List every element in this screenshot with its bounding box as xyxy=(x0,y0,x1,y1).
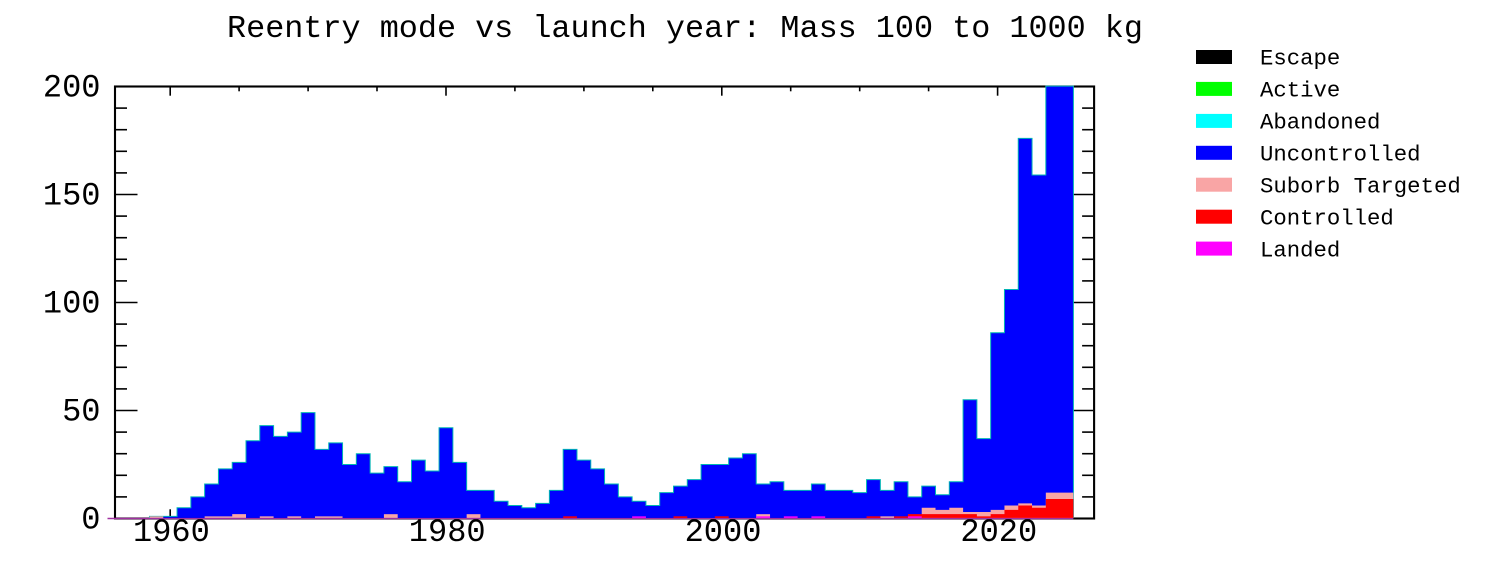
svg-text:Escape: Escape xyxy=(1260,46,1340,72)
svg-text:Reentry mode vs launch year: M: Reentry mode vs launch year: Mass 100 to… xyxy=(227,11,1143,47)
svg-text:Controlled: Controlled xyxy=(1260,205,1394,231)
svg-text:2000: 2000 xyxy=(685,514,762,551)
svg-text:1960: 1960 xyxy=(133,514,210,551)
svg-text:Uncontrolled: Uncontrolled xyxy=(1260,142,1421,168)
svg-text:2020: 2020 xyxy=(960,514,1037,551)
svg-text:Suborb Targeted: Suborb Targeted xyxy=(1260,173,1461,199)
svg-text:Active: Active xyxy=(1260,78,1340,104)
svg-text:50: 50 xyxy=(62,393,100,430)
svg-text:Landed: Landed xyxy=(1260,237,1340,263)
svg-text:150: 150 xyxy=(43,177,101,214)
svg-text:Abandoned: Abandoned xyxy=(1260,110,1380,136)
svg-text:200: 200 xyxy=(43,69,101,106)
svg-text:1980: 1980 xyxy=(409,514,486,551)
svg-text:100: 100 xyxy=(43,285,101,322)
svg-text:0: 0 xyxy=(81,501,100,538)
